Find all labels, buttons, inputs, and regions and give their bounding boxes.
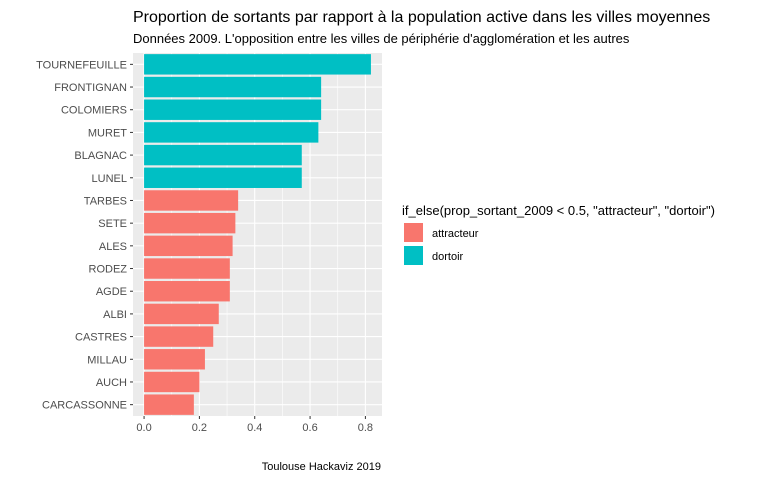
y-tick-label: COLOMIERS [61, 105, 127, 117]
y-tick-label: MURET [88, 127, 127, 139]
bar-sete [144, 212, 236, 234]
legend-key-dortoir [404, 246, 423, 265]
legend-title: if_else(prop_sortant_2009 < 0.5, "attrac… [402, 203, 715, 218]
y-tick-label: RODEZ [89, 264, 128, 276]
bar-carcassonne [144, 394, 194, 415]
bar-rodez [144, 258, 230, 279]
legend: if_else(prop_sortant_2009 < 0.5, "attrac… [402, 203, 715, 265]
x-tick-label: 0.8 [358, 422, 373, 434]
bar-tarbes [144, 190, 239, 211]
bar-millau [144, 349, 205, 370]
x-tick-label: 0.4 [247, 422, 262, 434]
y-tick-label: AGDE [96, 286, 127, 298]
y-tick-label: FRONTIGNAN [54, 82, 127, 94]
legend-label-attracteur: attracteur [432, 228, 479, 240]
y-tick-label: AUCH [96, 377, 127, 389]
bar-blagnac [144, 144, 302, 166]
y-tick-label: CASTRES [75, 332, 127, 344]
bar-colomiers [144, 99, 322, 120]
y-tick-label: CARCASSONNE [42, 400, 127, 412]
bar-lunel [144, 167, 302, 188]
y-tick-label: ALBI [103, 309, 127, 321]
bar-auch [144, 371, 200, 393]
y-tick-label: SETE [98, 218, 127, 230]
chart-caption: Toulouse Hackaviz 2019 [262, 461, 381, 473]
y-tick-label: TARBES [84, 195, 127, 207]
y-tick-label: ALES [99, 241, 127, 253]
legend-label-dortoir: dortoir [432, 251, 464, 263]
y-tick-label: BLAGNAC [74, 150, 127, 162]
bars [144, 54, 371, 415]
x-tick-label: 0.6 [302, 422, 317, 434]
bar-agde [144, 281, 230, 302]
bar-castres [144, 326, 214, 347]
bar-ales [144, 235, 233, 257]
y-tick-label: LUNEL [92, 173, 127, 185]
x-tick-label: 0.2 [192, 422, 207, 434]
y-tick-label: TOURNEFEUILLE [36, 59, 127, 71]
bar-frontignan [144, 76, 322, 98]
bar-albi [144, 303, 219, 325]
legend-key-attracteur [404, 223, 423, 242]
chart-title: Proportion de sortants par rapport à la … [133, 9, 710, 26]
x-tick-label: 0.0 [136, 422, 151, 434]
y-tick-label: MILLAU [87, 354, 127, 366]
chart-subtitle: Données 2009. L'opposition entre les vil… [133, 31, 630, 46]
y-axis-labels: TOURNEFEUILLE FRONTIGNAN COLOMIERS MURET BLA… [36, 59, 133, 412]
x-axis: 0.0 0.2 0.4 0.6 0.8 [136, 416, 373, 434]
bar-tournefeuille [144, 54, 371, 75]
bar-muret [144, 122, 319, 143]
